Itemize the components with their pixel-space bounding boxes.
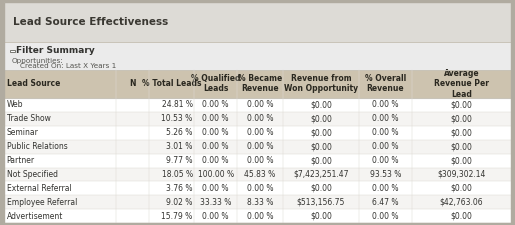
Text: 0.00 %: 0.00 %: [202, 100, 229, 109]
Bar: [4, 195, 511, 209]
Text: 0.00 %: 0.00 %: [372, 142, 399, 151]
Text: 100.00 %: 100.00 %: [198, 170, 234, 179]
Text: Lead Source Effectiveness: Lead Source Effectiveness: [13, 17, 168, 27]
Text: % Qualified
Leads: % Qualified Leads: [191, 74, 241, 93]
Text: $0.00: $0.00: [451, 156, 472, 165]
Text: $0.00: $0.00: [310, 212, 332, 221]
Text: $0.00: $0.00: [451, 184, 472, 193]
Text: 0.00 %: 0.00 %: [202, 114, 229, 123]
Text: $0.00: $0.00: [451, 128, 472, 137]
Text: 0.00 %: 0.00 %: [372, 114, 399, 123]
Text: $0.00: $0.00: [451, 142, 472, 151]
Text: Employee Referral: Employee Referral: [7, 198, 77, 207]
Bar: [4, 98, 511, 112]
Text: External Referral: External Referral: [7, 184, 72, 193]
Text: 9.77 %: 9.77 %: [166, 156, 193, 165]
Text: $42,763.06: $42,763.06: [440, 198, 483, 207]
Text: 0.00 %: 0.00 %: [202, 212, 229, 221]
Text: Opportunities:: Opportunities:: [11, 58, 63, 64]
Text: Seminar: Seminar: [7, 128, 39, 137]
Text: 0.00 %: 0.00 %: [202, 156, 229, 165]
Bar: [4, 2, 511, 42]
Text: 0.00 %: 0.00 %: [202, 142, 229, 151]
Text: Trade Show: Trade Show: [7, 114, 50, 123]
Text: 33.33 %: 33.33 %: [200, 198, 231, 207]
Text: 24.81 %: 24.81 %: [162, 100, 193, 109]
Text: Average
Revenue Per
Lead: Average Revenue Per Lead: [434, 69, 489, 99]
Text: Partner: Partner: [7, 156, 35, 165]
Text: 18.05 %: 18.05 %: [162, 170, 193, 179]
Text: $309,302.14: $309,302.14: [437, 170, 486, 179]
Text: Public Relations: Public Relations: [7, 142, 67, 151]
Text: 10.53 %: 10.53 %: [161, 114, 193, 123]
Bar: [4, 167, 511, 181]
Text: 0.00 %: 0.00 %: [247, 156, 273, 165]
Text: % Became
Revenue: % Became Revenue: [238, 74, 282, 93]
Text: $0.00: $0.00: [310, 114, 332, 123]
Text: 3.76 %: 3.76 %: [166, 184, 193, 193]
Text: $7,423,251.47: $7,423,251.47: [293, 170, 349, 179]
Text: Lead Source: Lead Source: [7, 79, 60, 88]
Text: $0.00: $0.00: [451, 212, 472, 221]
Text: 0.00 %: 0.00 %: [202, 184, 229, 193]
Text: 0.00 %: 0.00 %: [247, 184, 273, 193]
Bar: [4, 42, 511, 70]
Text: 0.00 %: 0.00 %: [247, 128, 273, 137]
Text: $0.00: $0.00: [310, 184, 332, 193]
Text: $0.00: $0.00: [451, 114, 472, 123]
Text: N: N: [129, 79, 135, 88]
Text: 0.00 %: 0.00 %: [247, 100, 273, 109]
Bar: [4, 112, 511, 126]
Text: 5.26 %: 5.26 %: [166, 128, 193, 137]
Text: $513,156.75: $513,156.75: [297, 198, 345, 207]
Text: 0.00 %: 0.00 %: [372, 184, 399, 193]
Text: $0.00: $0.00: [310, 100, 332, 109]
Text: $0.00: $0.00: [310, 156, 332, 165]
Text: Not Specified: Not Specified: [7, 170, 58, 179]
Text: Created On: Last X Years 1: Created On: Last X Years 1: [11, 63, 116, 70]
Bar: [4, 154, 511, 167]
Bar: [4, 126, 511, 140]
Text: 15.79 %: 15.79 %: [161, 212, 193, 221]
Text: 0.00 %: 0.00 %: [372, 100, 399, 109]
Text: 0.00 %: 0.00 %: [247, 114, 273, 123]
Text: 0.00 %: 0.00 %: [372, 156, 399, 165]
Text: 8.33 %: 8.33 %: [247, 198, 273, 207]
Bar: [10, 50, 15, 52]
Text: 0.00 %: 0.00 %: [372, 128, 399, 137]
Text: 9.02 %: 9.02 %: [166, 198, 193, 207]
Text: $0.00: $0.00: [310, 142, 332, 151]
Text: 0.00 %: 0.00 %: [372, 212, 399, 221]
Text: Revenue from
Won Opportunity: Revenue from Won Opportunity: [284, 74, 358, 93]
Text: 0.00 %: 0.00 %: [247, 212, 273, 221]
Text: 45.83 %: 45.83 %: [245, 170, 276, 179]
Text: Web: Web: [7, 100, 23, 109]
Bar: [4, 140, 511, 154]
Text: 6.47 %: 6.47 %: [372, 198, 399, 207]
Text: 3.01 %: 3.01 %: [166, 142, 193, 151]
Text: Advertisement: Advertisement: [7, 212, 63, 221]
Bar: [4, 209, 511, 223]
Text: 0.00 %: 0.00 %: [247, 142, 273, 151]
Text: % Total Leads: % Total Leads: [142, 79, 201, 88]
Text: 0.00 %: 0.00 %: [202, 128, 229, 137]
Text: Filter Summary: Filter Summary: [16, 46, 95, 55]
Bar: [4, 70, 511, 98]
Bar: [4, 181, 511, 195]
Text: $0.00: $0.00: [451, 100, 472, 109]
Text: $0.00: $0.00: [310, 128, 332, 137]
Text: % Overall
Revenue: % Overall Revenue: [365, 74, 406, 93]
Text: 93.53 %: 93.53 %: [370, 170, 401, 179]
